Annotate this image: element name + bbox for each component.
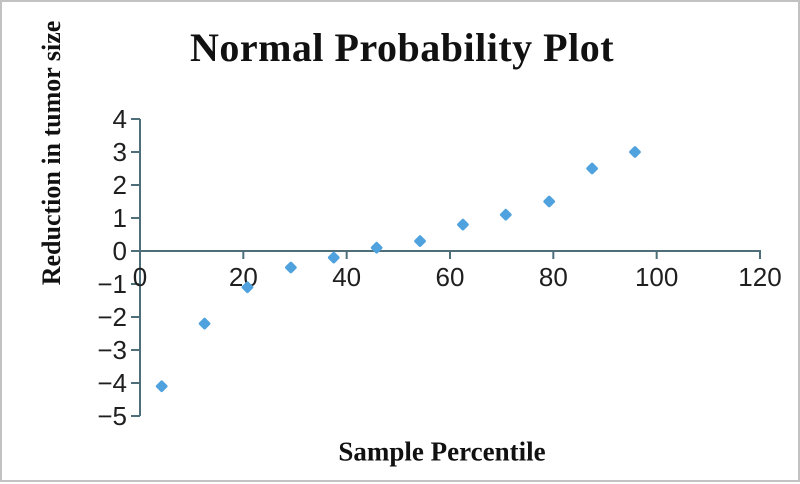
data-point	[285, 261, 297, 274]
chart-title: Normal Probability Plot	[189, 25, 615, 70]
y-tick-label: 3	[113, 137, 127, 167]
data-point	[155, 380, 168, 393]
y-tick-label: 1	[113, 203, 127, 233]
data-point	[629, 146, 641, 158]
y-tick-label: 0	[113, 236, 127, 266]
y-tick-label: −2	[97, 302, 127, 332]
x-tick-label: 60	[436, 262, 465, 292]
y-tick-label: −1	[97, 269, 127, 299]
data-point	[241, 281, 254, 294]
data-point	[198, 317, 211, 330]
data-point	[414, 235, 426, 247]
data-point	[543, 195, 556, 208]
x-tick-label: 120	[738, 262, 781, 292]
data-point	[499, 208, 512, 221]
y-tick-label: −3	[97, 335, 127, 365]
y-tick-label: −5	[97, 401, 127, 431]
x-tick-label: 80	[539, 262, 568, 292]
data-point	[370, 241, 383, 254]
x-tick-label: 40	[332, 262, 361, 292]
x-tick-label: 100	[635, 262, 678, 292]
data-point	[457, 218, 469, 231]
y-tick-label: 2	[113, 170, 127, 200]
data-point	[327, 251, 340, 264]
y-tick-label: 4	[113, 104, 127, 134]
data-point	[586, 162, 598, 175]
x-tick-label: 0	[133, 262, 147, 292]
y-tick-label: −4	[97, 368, 127, 398]
x-axis-label: Sample Percentile	[338, 436, 546, 467]
